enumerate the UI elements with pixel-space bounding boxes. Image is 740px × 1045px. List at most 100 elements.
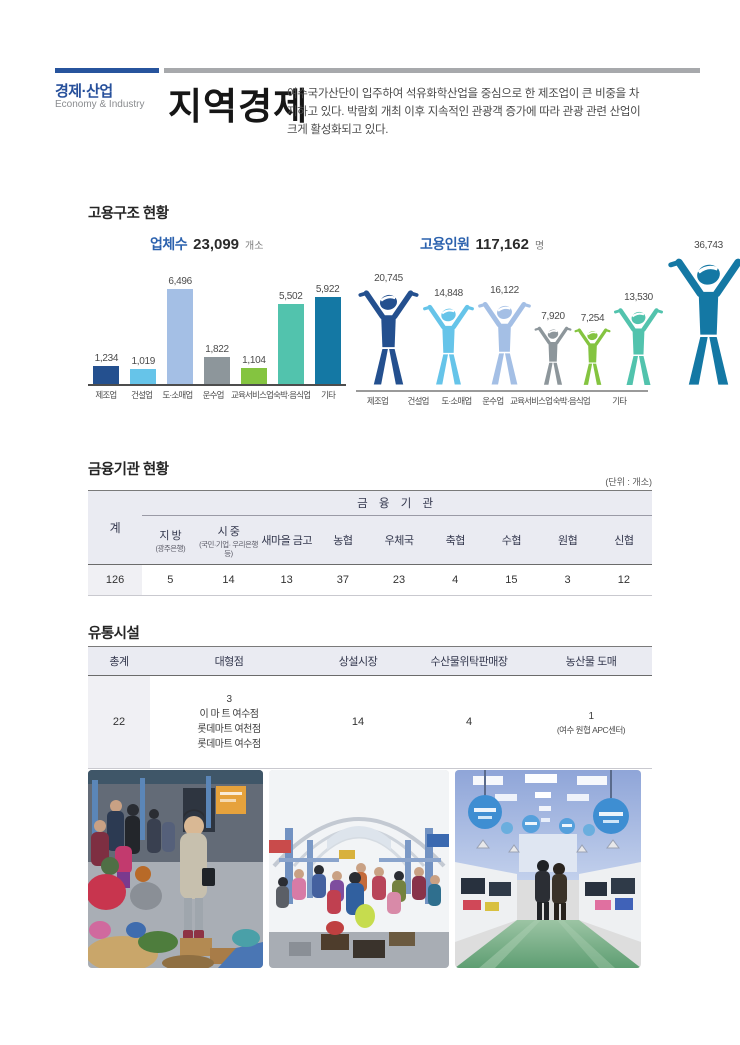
- person-figure: [573, 326, 612, 390]
- bar-category-label: 교육서비스업: [231, 390, 274, 400]
- pictogram-slot: 14,848: [421, 288, 476, 390]
- distribution-table-wrap: 총계 대형점 상설시장 수산물위탁판매장 농산물 도매 22 3 이 마 트 여수점 롯데마트 …: [88, 646, 652, 769]
- pictogram-category-label: 기타: [612, 396, 627, 406]
- pictogram-category-label: 숙박·음식업: [552, 396, 591, 406]
- person-figure-icon: [423, 304, 474, 385]
- finance-column-header: 새마을 금고: [258, 515, 315, 565]
- pictogram-slot: 7,254: [573, 313, 612, 390]
- bar: [240, 368, 267, 384]
- pictogram-value-label: 7,920: [541, 311, 565, 322]
- finance-value-cell: 23: [370, 564, 428, 596]
- pictogram-category-label: 도·소매업: [441, 396, 472, 406]
- bar-value-label: 6,496: [168, 276, 192, 287]
- bar-slot: 1,019: [125, 356, 162, 384]
- pictogram-category-label: 교육서비스업: [510, 396, 553, 406]
- section-category: 경제·산업: [55, 83, 113, 100]
- pictogram-slot: 20,745: [356, 273, 421, 390]
- section-category-en: Economy & Industry: [55, 99, 145, 110]
- person-figure-icon: [614, 308, 663, 385]
- distribution-column-header: 상설시장: [308, 646, 408, 676]
- finance-total-value: 126: [88, 564, 143, 596]
- bar: [167, 289, 194, 384]
- agri-wholesale-note: (여수 원협 APC센터): [556, 724, 626, 735]
- distribution-large-store-cell: 3 이 마 트 여수점 롯데마트 여천점 롯데마트 여수점: [150, 675, 308, 769]
- person-figure: [533, 324, 573, 390]
- pictogram-slot: 36,743: [665, 240, 740, 390]
- bar-value-label: 1,234: [94, 353, 119, 364]
- pictogram-slot: 13,530: [612, 292, 665, 390]
- distribution-agri-wholesale-cell: 1 (여수 원협 APC센터): [530, 675, 652, 769]
- bar-category-row: 제조업 건설업 도·소매업 운수업 교육서비스업 숙박·음식업 기타: [88, 389, 346, 401]
- fish-market-illustration: [455, 770, 641, 968]
- bar-plot-area: 1,234 1,019 6,496 1,822 1,104 5,502 5,922: [88, 256, 346, 384]
- finance-column-header: 수협: [483, 515, 540, 565]
- pictogram-value-label: 7,254: [580, 313, 605, 324]
- distribution-value-row: 22 3 이 마 트 여수점 롯데마트 여천점 롯데마트 여수점 14 4 1 (여수 원협 A…: [88, 675, 652, 769]
- pictogram-value-label: 16,122: [490, 285, 519, 296]
- bar-category-label: 제조업: [95, 390, 117, 400]
- pictogram-category-row: 제조업 건설업 도·소매업 운수업 교육서비스업 숙박·음식업 기타: [356, 395, 648, 407]
- distribution-table: 총계 대형점 상설시장 수산물위탁판매장 농산물 도매 22 3 이 마 트 여수점 롯데마트 …: [88, 646, 652, 769]
- distribution-column-header: 농산물 도매: [530, 646, 652, 676]
- person-figure: [612, 305, 665, 390]
- distribution-section-heading: 유통시설: [88, 626, 140, 642]
- bar-slot: 6,496: [162, 276, 199, 384]
- bar-slot: 1,234: [88, 353, 125, 384]
- finance-subheader-row: 지 방 (광주은행) 시 중 (국민·기업· 우리은행 등) 새마을 금고 농협 우체국 축협…: [88, 515, 652, 565]
- pictogram-category-label: 운수업: [482, 396, 504, 406]
- finance-column-subnote: (국민·기업· 우리은행 등): [199, 539, 258, 558]
- intro-paragraph: 여수국가산단이 입주하여 석유화학산업을 중심으로 한 제조업이 큰 비중을 차…: [287, 88, 641, 137]
- distribution-column-header: 수산물위탁판매장: [408, 646, 530, 676]
- finance-column-subnote: (광주은행): [155, 544, 186, 553]
- page-title: 지역경제: [168, 86, 309, 127]
- employee-count-value: 117,162: [475, 236, 529, 253]
- finance-value-cell: 37: [314, 564, 371, 596]
- pictogram-value-label: 20,745: [374, 273, 403, 284]
- pictogram-value-label: 36,743: [694, 240, 723, 251]
- large-store-name: 롯데마트 여수점: [197, 739, 261, 750]
- employee-pictogram-chart: 20,745 14,848 16,122 7,920 7,254 13,530 36,743…: [356, 240, 740, 407]
- person-figure-icon: [534, 326, 572, 385]
- fish-market-interior-photo: [455, 770, 641, 968]
- outdoor-market-photo: [88, 770, 263, 968]
- bar-category-label: 숙박·음식업: [273, 390, 311, 400]
- distribution-header-row: 총계 대형점 상설시장 수산물위탁판매장 농산물 도매: [88, 646, 652, 676]
- finance-column-header: 신협: [595, 515, 652, 565]
- finance-value-row: 126 5 14 13 37 23 4 15 3 12: [88, 564, 652, 596]
- bar: [93, 366, 120, 384]
- finance-value-cell: 4: [427, 564, 484, 596]
- finance-column-header: 지 방 (광주은행): [142, 515, 199, 565]
- employee-count-unit: 명: [534, 241, 545, 252]
- person-figure-icon: [358, 290, 419, 385]
- pictogram-slot: 7,920: [533, 311, 573, 390]
- distribution-fish-auction-value: 4: [408, 675, 530, 769]
- pictogram-category-label: 건설업: [407, 396, 430, 406]
- finance-value-cell: 5: [142, 564, 199, 596]
- finance-value-cell: 15: [483, 564, 540, 596]
- bar: [277, 304, 304, 384]
- finance-column-header: 축협: [427, 515, 484, 565]
- person-figure: [421, 301, 476, 390]
- pictogram-value-label: 13,530: [624, 292, 653, 303]
- bar: [130, 369, 157, 384]
- company-count-bar-chart: 1,234 1,019 6,496 1,822 1,104 5,502 5,922 제조업 건…: [88, 256, 346, 401]
- bar-slot: 1,104: [235, 355, 272, 384]
- distribution-column-header: 대형점: [150, 646, 308, 676]
- finance-value-cell: 3: [539, 564, 596, 596]
- person-figure-icon: [668, 258, 740, 385]
- large-store-name: 롯데마트 여천점: [197, 724, 261, 735]
- person-figure-icon: [574, 328, 611, 385]
- pictogram-value-label: 14,848: [434, 288, 463, 299]
- finance-value-cell: 13: [258, 564, 315, 596]
- finance-value-cell: 14: [198, 564, 259, 596]
- pictogram-category-label: 제조업: [366, 396, 389, 406]
- header-gray-rule: [164, 68, 700, 73]
- employee-count-label: 고용인원: [420, 236, 470, 252]
- company-count-title: 업체수 23,099 개소: [150, 234, 263, 254]
- bar-value-label: 5,922: [315, 284, 340, 295]
- bar-value-label: 5,502: [278, 291, 303, 302]
